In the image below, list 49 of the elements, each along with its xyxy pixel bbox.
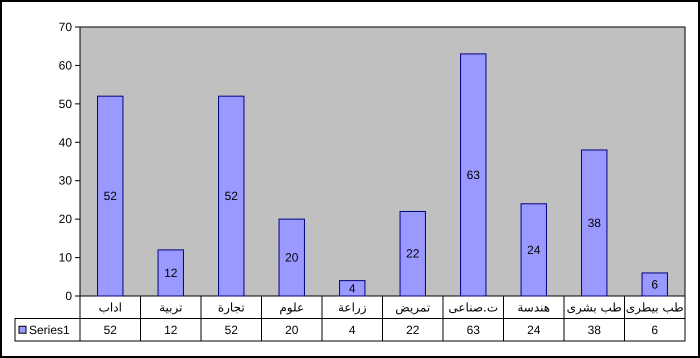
- x-tick-label: تجارة: [218, 300, 245, 314]
- data-label: 12: [164, 266, 178, 280]
- text: 24: [527, 322, 541, 337]
- bar: [460, 53, 486, 296]
- data-label: 52: [224, 189, 238, 204]
- text: 12: [164, 322, 178, 337]
- x-tick-label: طب بيطرى: [626, 300, 684, 314]
- text: 20: [285, 322, 299, 337]
- x-tick-label: اداب: [98, 300, 122, 314]
- y-tick-label: 30: [58, 174, 72, 188]
- legend-label: Series1: [29, 322, 70, 337]
- data-label: 4: [348, 281, 356, 296]
- text: 22: [406, 322, 420, 337]
- bar: [158, 249, 184, 296]
- x-tick-label: طب بشرى: [566, 300, 622, 314]
- data-label: 63: [466, 168, 480, 182]
- x-tick-label: علوم: [279, 300, 304, 314]
- text: 52: [224, 322, 238, 337]
- y-tick-label: 50: [58, 96, 72, 111]
- text: 52: [104, 322, 118, 337]
- text: 38: [588, 322, 602, 337]
- x-tick-label: هندسة: [517, 300, 550, 314]
- text: 6: [651, 322, 658, 337]
- bar: [581, 149, 608, 296]
- bar: [218, 96, 244, 296]
- x-tick-label: زراعة: [338, 300, 367, 314]
- bar: [278, 218, 305, 296]
- y-tick-label: 20: [58, 212, 72, 226]
- data-label: 38: [588, 216, 602, 230]
- bar: [339, 280, 366, 296]
- data-label: 52: [104, 189, 118, 204]
- data-label: 24: [527, 242, 541, 257]
- text: 4: [348, 322, 356, 337]
- y-tick-label: 70: [58, 20, 72, 34]
- data-label: 20: [285, 250, 299, 265]
- bar: [400, 210, 426, 296]
- x-tick-label: تمريض: [395, 300, 430, 314]
- x-tick-label: تربية: [159, 300, 182, 314]
- y-tick-label: 0: [65, 289, 72, 303]
- bar: [642, 272, 668, 296]
- data-label: 22: [406, 246, 420, 261]
- text: 63: [466, 322, 480, 337]
- y-tick-label: 60: [58, 58, 72, 72]
- x-tick-label: ت.صناعى: [448, 300, 498, 314]
- bar: [520, 203, 547, 296]
- data-label: 6: [651, 277, 658, 292]
- y-tick-label: 40: [58, 135, 72, 150]
- y-tick-label: 10: [58, 250, 72, 265]
- bar: [97, 96, 124, 296]
